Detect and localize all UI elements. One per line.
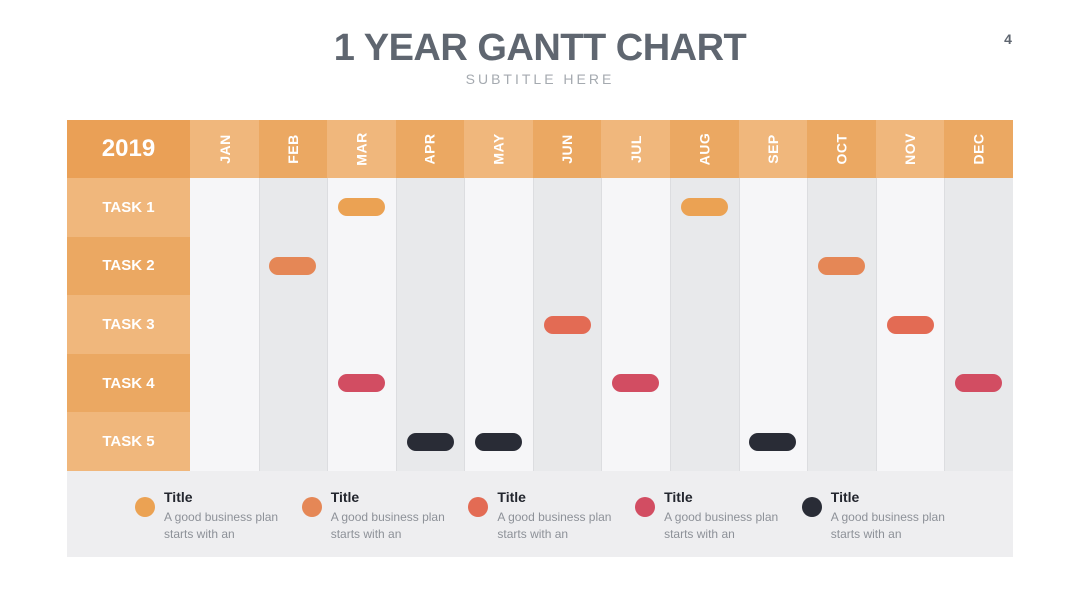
legend-description: A good business plan starts with an <box>497 510 612 541</box>
month-header-apr: APR <box>395 120 465 178</box>
legend-dot-icon <box>468 497 489 517</box>
month-column-jan <box>190 178 259 471</box>
month-header-jan: JAN <box>190 120 259 178</box>
legend-dot-icon <box>635 497 656 517</box>
month-column-oct <box>807 178 876 471</box>
legend-dot-icon <box>801 497 822 517</box>
task-label: TASK 3 <box>67 295 190 354</box>
gantt-chart: 2019 JAN FEB MAR APR MAY JUN JUL AUG SEP OCT NOV DE… <box>67 120 1013 471</box>
month-column-feb <box>258 178 328 471</box>
legend-panel: Title A good business plan starts with an… <box>67 471 1013 557</box>
month-header-sep: SEP <box>738 120 808 178</box>
task-label: TASK 2 <box>67 236 190 296</box>
task-bar[interactable] <box>749 432 797 451</box>
year-header: 2019 <box>67 120 190 178</box>
legend-description: A good business plan starts with an <box>330 510 445 541</box>
month-label: FEB <box>284 134 301 164</box>
slide-subtitle: SUBTITLE HERE <box>465 71 615 87</box>
task-bar[interactable] <box>818 256 865 275</box>
task-bar[interactable] <box>337 198 385 217</box>
legend-description: A good business plan starts with an <box>664 510 779 541</box>
task-label: TASK 4 <box>67 353 190 413</box>
legend-dot-icon <box>301 497 322 517</box>
task-bar[interactable] <box>886 315 934 334</box>
legend-title: Title <box>497 489 526 505</box>
legend-title: Title <box>164 489 193 505</box>
task-label: TASK 5 <box>67 412 190 471</box>
month-column-mar <box>327 178 396 471</box>
month-header-feb: FEB <box>258 120 328 178</box>
month-header-oct: OCT <box>807 120 876 178</box>
month-label: APR <box>422 133 439 165</box>
legend-description: A good business plan starts with an <box>830 510 945 541</box>
legend-description: A good business plan starts with an <box>164 510 279 541</box>
month-column-apr <box>395 178 465 471</box>
month-label: JUL <box>627 135 644 163</box>
task-label: TASK 1 <box>67 178 190 237</box>
legend-title: Title <box>830 489 860 505</box>
month-header-may: MAY <box>464 120 533 178</box>
month-column-aug <box>670 178 739 471</box>
legend-dot-icon <box>135 497 155 517</box>
task-bar[interactable] <box>612 374 660 393</box>
month-header-aug: AUG <box>670 120 739 178</box>
month-label: SEP <box>764 134 781 164</box>
page-number: 4 <box>1004 31 1012 47</box>
month-column-may <box>464 178 533 471</box>
task-bar[interactable] <box>955 374 1003 393</box>
task-bar[interactable] <box>475 432 523 451</box>
task-bar[interactable] <box>680 198 728 217</box>
month-label: DEC <box>970 133 987 165</box>
month-header-jun: JUN <box>532 120 602 178</box>
month-label: MAR <box>353 132 370 166</box>
month-label: OCT <box>833 133 850 165</box>
task-bar[interactable] <box>337 374 385 393</box>
month-header-jul: JUL <box>601 120 671 178</box>
month-column-sep <box>738 178 808 471</box>
legend-title: Title <box>664 489 693 505</box>
month-column-jul <box>601 178 671 471</box>
slide-title: 1 YEAR GANTT CHART <box>333 27 747 69</box>
month-label: NOV <box>902 133 919 165</box>
month-column-dec <box>944 178 1013 471</box>
task-bar[interactable] <box>406 432 454 451</box>
task-bar[interactable] <box>543 315 591 334</box>
month-header-dec: DEC <box>944 120 1013 178</box>
month-header-mar: MAR <box>327 120 396 178</box>
month-label: JUN <box>559 134 576 164</box>
month-label: MAY <box>490 133 507 165</box>
legend-title: Title <box>330 489 360 505</box>
task-bar[interactable] <box>269 256 317 275</box>
month-label: JAN <box>216 134 233 164</box>
month-header-nov: NOV <box>875 120 945 178</box>
month-label: AUG <box>696 132 713 166</box>
